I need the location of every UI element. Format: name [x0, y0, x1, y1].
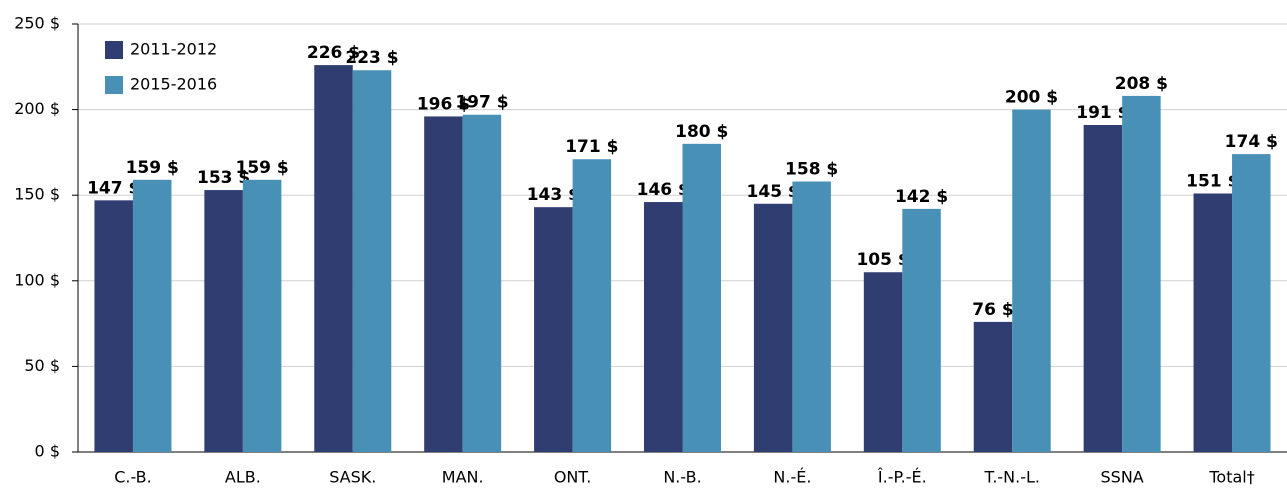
bar	[753, 203, 793, 452]
x-tick-label: T.-N.-L.	[983, 468, 1040, 487]
bar	[424, 116, 463, 452]
legend-label: 2011-2012	[130, 40, 217, 59]
bar	[682, 143, 721, 452]
legend-swatch	[105, 76, 123, 94]
x-tick-label: C.-B.	[114, 468, 152, 487]
value-label: 226 $	[307, 43, 360, 63]
value-label: 200 $	[1005, 88, 1058, 108]
value-label: 196 $	[417, 94, 470, 114]
value-label: 159 $	[235, 158, 288, 178]
bar	[462, 114, 502, 453]
value-label: 191 $	[1076, 103, 1129, 123]
value-label: 153 $	[197, 168, 250, 188]
value-label: 174 $	[1225, 132, 1278, 152]
bar	[572, 159, 612, 453]
value-label: 151 $	[1186, 171, 1239, 191]
bar	[1012, 109, 1051, 452]
bar	[94, 200, 133, 452]
bar	[352, 70, 392, 452]
bar	[242, 179, 282, 453]
y-tick-label: 200 $	[14, 99, 60, 118]
x-tick-label: MAN.	[442, 468, 484, 487]
value-label: 143 $	[527, 185, 580, 205]
legend-label: 2015-2016	[130, 75, 217, 94]
value-label: 146 $	[637, 180, 690, 200]
value-label: 208 $	[1115, 74, 1168, 94]
bar	[644, 202, 683, 452]
x-tick-label: N.-É.	[773, 468, 811, 487]
x-tick-label: SASK.	[329, 468, 376, 487]
bar	[534, 207, 573, 452]
bar	[1193, 193, 1233, 452]
legend-swatch	[105, 41, 123, 59]
x-tick-label: Total†	[1208, 468, 1254, 487]
bar	[863, 272, 903, 452]
bar	[1232, 154, 1271, 452]
x-tick-label: ALB.	[225, 468, 261, 487]
value-label: 105 $	[856, 250, 909, 270]
value-label: 223 $	[345, 48, 398, 68]
value-label: 147 $	[87, 178, 140, 198]
value-label: 145 $	[747, 182, 800, 202]
value-label: 142 $	[895, 187, 948, 207]
x-tick-label: SSNA	[1101, 468, 1144, 487]
bar	[132, 179, 172, 453]
bar	[1083, 125, 1123, 453]
value-label: 197 $	[455, 93, 508, 113]
y-tick-label: 100 $	[14, 270, 60, 289]
bar	[204, 190, 243, 452]
bar	[1122, 95, 1161, 453]
y-tick-label: 250 $	[14, 14, 60, 33]
y-tick-label: 50 $	[24, 356, 60, 375]
x-tick-label: N.-B.	[663, 468, 701, 487]
bar	[792, 181, 831, 452]
value-label: 158 $	[785, 160, 838, 180]
value-label: 76 $	[972, 300, 1013, 320]
value-label: 159 $	[126, 158, 179, 178]
x-tick-label: Î.-P.-É.	[877, 468, 927, 487]
bar	[973, 321, 1013, 452]
bar	[314, 65, 353, 452]
value-label: 180 $	[675, 122, 728, 142]
y-tick-label: 150 $	[14, 185, 60, 204]
value-label: 171 $	[565, 137, 618, 157]
x-tick-label: ONT.	[554, 468, 592, 487]
bar	[902, 208, 941, 452]
y-tick-label: 0 $	[35, 442, 60, 461]
